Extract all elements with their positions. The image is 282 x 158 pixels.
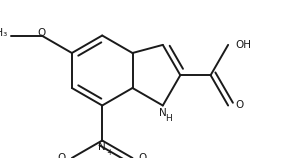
Text: O: O <box>38 28 46 39</box>
Text: OH: OH <box>235 40 251 50</box>
Text: N: N <box>98 142 106 152</box>
Text: CH₃: CH₃ <box>0 28 7 39</box>
Text: O: O <box>58 153 66 158</box>
Text: O: O <box>235 100 243 110</box>
Text: +: + <box>106 148 113 157</box>
Text: N: N <box>159 107 167 118</box>
Text: O: O <box>138 153 147 158</box>
Text: H: H <box>166 114 172 123</box>
